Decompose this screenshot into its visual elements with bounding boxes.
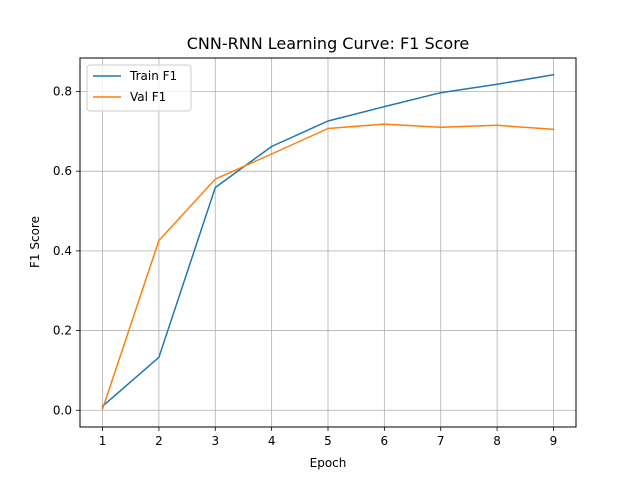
x-axis-label: Epoch (310, 456, 347, 470)
x-tick-label: 6 (381, 434, 389, 448)
x-tick-label: 7 (437, 434, 445, 448)
x-tick-label: 8 (493, 434, 501, 448)
y-tick-label: 0.4 (53, 244, 72, 258)
y-tick-label: 0.2 (53, 324, 72, 338)
x-tick-label: 1 (99, 434, 107, 448)
x-tick-label: 5 (324, 434, 332, 448)
x-axis-ticks: 1 2 3 4 5 6 7 8 9 (99, 427, 558, 448)
y-tick-label: 0.6 (53, 164, 72, 178)
x-tick-label: 2 (155, 434, 163, 448)
x-tick-label: 9 (550, 434, 558, 448)
x-tick-label: 4 (268, 434, 276, 448)
chart-title: CNN-RNN Learning Curve: F1 Score (187, 34, 470, 53)
x-tick-label: 3 (211, 434, 219, 448)
y-tick-label: 0.8 (53, 84, 72, 98)
y-axis-ticks: 0.0 0.2 0.4 0.6 0.8 (53, 84, 80, 417)
legend-label-val-f1: Val F1 (130, 90, 166, 104)
series-lines (101, 73, 555, 411)
legend: Train F1 Val F1 (86, 64, 192, 112)
grid (80, 58, 576, 427)
y-tick-label: 0.0 (53, 403, 72, 417)
series-line-val-f1 (101, 123, 555, 411)
y-axis-label: F1 Score (28, 216, 42, 268)
series-line-train-f1 (101, 73, 555, 408)
legend-label-train-f1: Train F1 (129, 69, 177, 83)
